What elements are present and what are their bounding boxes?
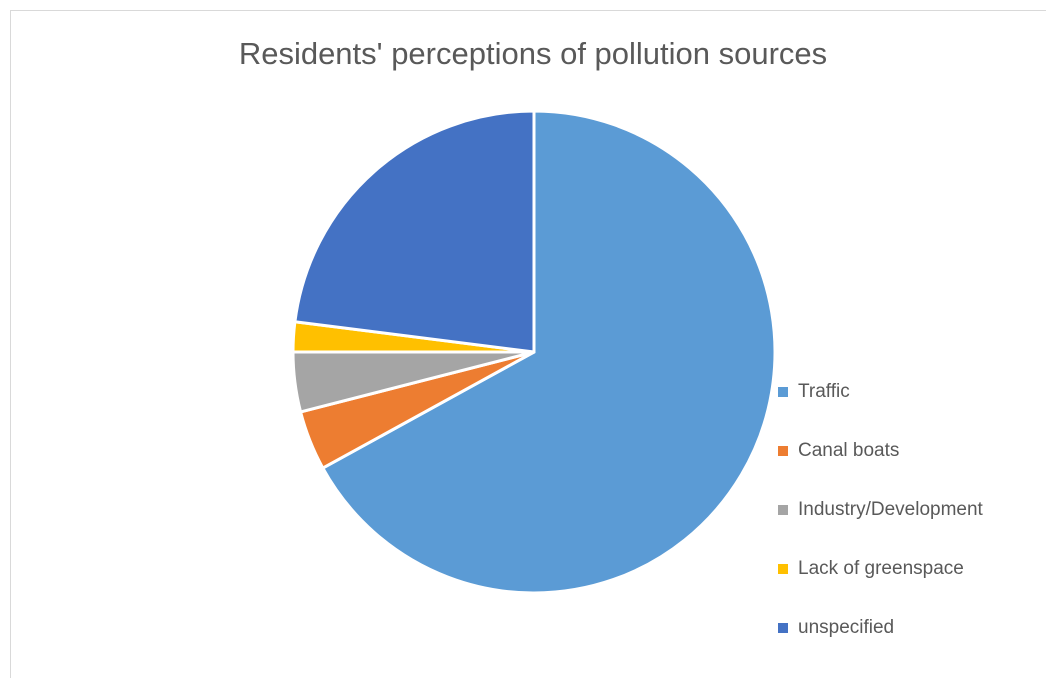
legend-label-canal-boats: Canal boats xyxy=(798,440,900,461)
legend-label-lack-of-greenspace: Lack of greenspace xyxy=(798,558,964,579)
pie-slices xyxy=(291,109,777,595)
legend-label-unspecified: unspecified xyxy=(798,617,895,638)
legend-item-lack-of-greenspace: Lack of greenspace xyxy=(778,557,964,581)
legend-swatch-lack-of-greenspace xyxy=(778,564,788,574)
legend-item-canal-boats: Canal boats xyxy=(778,439,899,463)
legend-swatch-canal-boats xyxy=(778,446,788,456)
legend-item-traffic: Traffic xyxy=(778,380,850,404)
legend-swatch-traffic xyxy=(778,387,788,397)
legend-swatch-unspecified xyxy=(778,623,788,633)
legend-swatch-industry-development xyxy=(778,505,788,515)
legend-item-unspecified: unspecified xyxy=(778,616,894,640)
legend-item-industry-development: Industry/Development xyxy=(778,498,983,522)
pie-slice-traffic xyxy=(321,109,777,595)
chart-title: Residents' perceptions of pollution sour… xyxy=(238,36,828,71)
pie-slice-unspecified xyxy=(293,109,536,354)
legend-label-traffic: Traffic xyxy=(798,381,850,402)
legend-label-industry-development: Industry/Development xyxy=(798,499,983,520)
